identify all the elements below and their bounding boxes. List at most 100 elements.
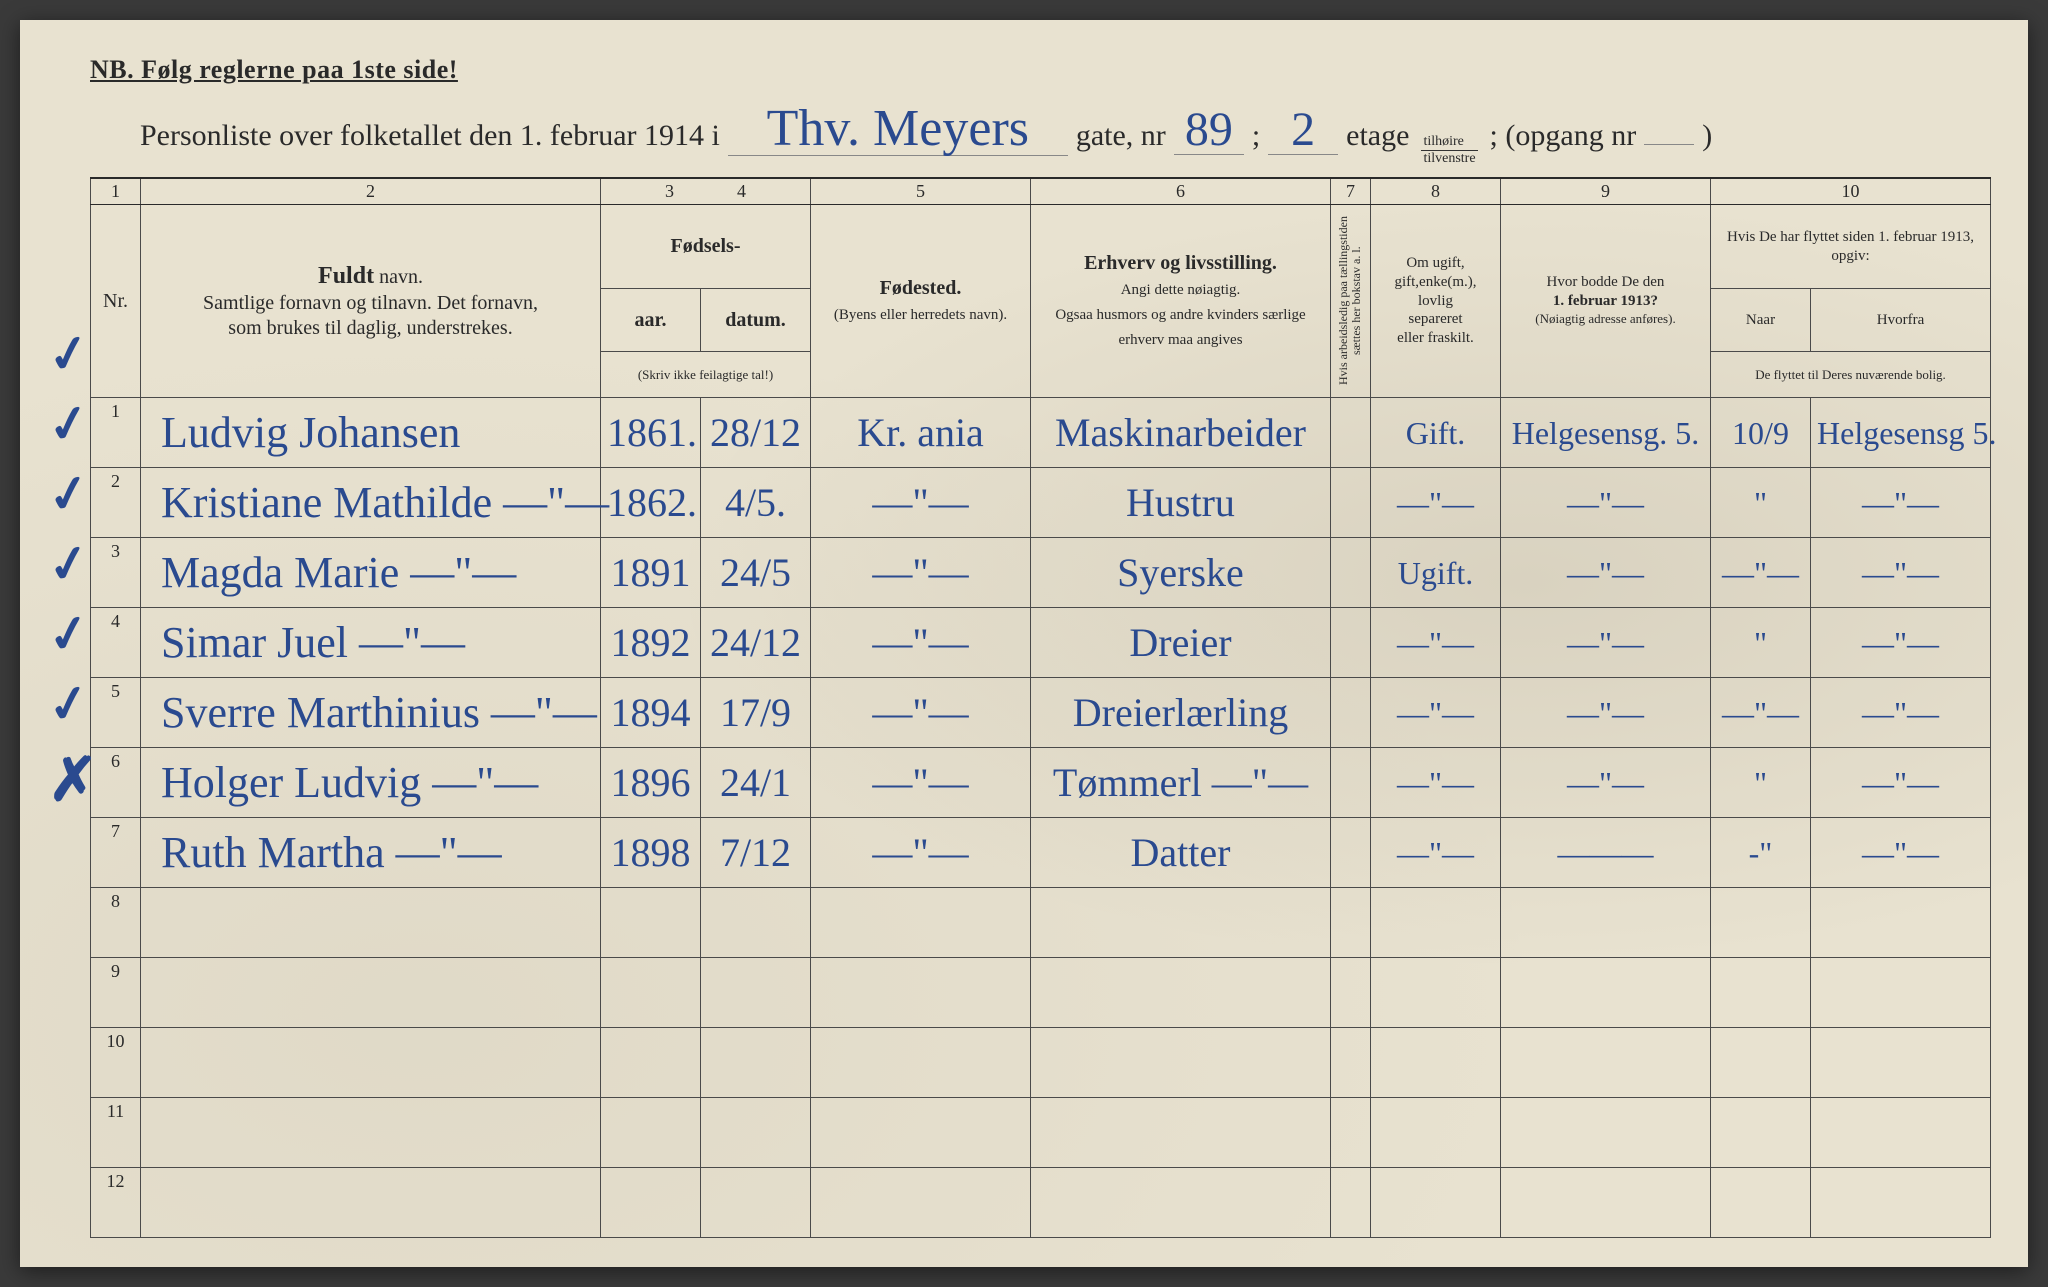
cell-date: 24/12	[701, 608, 811, 678]
cell-year: 1862.	[601, 468, 701, 538]
cell-address-1913	[1501, 1028, 1711, 1098]
cell-marital: Ugift.	[1371, 538, 1501, 608]
cell-address-1913: —"—	[1501, 678, 1711, 748]
cell-date: 28/12	[701, 398, 811, 468]
cell-birthplace	[811, 1098, 1031, 1168]
table-row: 4Simar Juel —"—189224/12—"—Dreier—"——"—"…	[91, 608, 1991, 678]
row-number: 8	[91, 888, 141, 958]
cell-birthplace	[811, 888, 1031, 958]
table-row: 6Holger Ludvig —"—189624/1—"—Tømmerl —"—…	[91, 748, 1991, 818]
row-checkmark: ✓	[43, 462, 94, 526]
cell-address-1913	[1501, 1168, 1711, 1238]
cell-occupation: Hustru	[1031, 468, 1331, 538]
cell-name: Sverre Marthinius —"—	[141, 678, 601, 748]
hdr-fodsels: Fødsels-	[601, 205, 811, 289]
cell-address-1913: —"—	[1501, 538, 1711, 608]
colnum-9: 9	[1501, 178, 1711, 205]
cell-name: Kristiane Mathilde —"—	[141, 468, 601, 538]
cell-date: 24/1	[701, 748, 811, 818]
cell-moved-when: —"—	[1711, 678, 1811, 748]
cell-birthplace: —"—	[811, 608, 1031, 678]
cell-year	[601, 958, 701, 1028]
row-checkmark: ✓	[43, 392, 94, 456]
cell-name	[141, 1168, 601, 1238]
cell-birthplace	[811, 958, 1031, 1028]
etage-top: tilhøire	[1421, 134, 1477, 151]
row-number: 10	[91, 1028, 141, 1098]
cell-moved-from	[1811, 1098, 1991, 1168]
cell-moved-from: —"—	[1811, 468, 1991, 538]
hdr-aar: aar.	[601, 289, 701, 352]
hdr-col7: Hvis arbeidsledig paa tællingstiden sætt…	[1331, 205, 1371, 398]
hdr-name: Fuldt navn. Samtlige fornavn og tilnavn.…	[141, 205, 601, 398]
hdr-fodested: Fødested. (Byens eller herredets navn).	[811, 205, 1031, 398]
etage-fraction: tilhøire tilvenstre	[1421, 134, 1477, 167]
colnum-34: 3 4	[601, 178, 811, 205]
opgang-blank	[1644, 121, 1694, 145]
row-number: 5	[91, 678, 141, 748]
cell-moved-from	[1811, 1028, 1991, 1098]
cell-year	[601, 1028, 701, 1098]
cell-moved-from	[1811, 958, 1991, 1028]
colnum-7: 7	[1331, 178, 1371, 205]
cell-name	[141, 888, 601, 958]
opgang-close: )	[1702, 119, 1712, 153]
row-checkmark: ✓	[43, 672, 94, 736]
cell-moved-when: —"—	[1711, 538, 1811, 608]
cell-name: Simar Juel —"—	[141, 608, 601, 678]
cell-c7	[1331, 958, 1371, 1028]
cell-date	[701, 888, 811, 958]
cell-c7	[1331, 678, 1371, 748]
cell-moved-from: Helgesensg 5.	[1811, 398, 1991, 468]
row-number: 12	[91, 1168, 141, 1238]
census-form-page: NB. Følg reglerne paa 1ste side! Personl…	[20, 20, 2028, 1267]
cell-occupation: Tømmerl —"—	[1031, 748, 1331, 818]
cell-date: 24/5	[701, 538, 811, 608]
cell-address-1913	[1501, 888, 1711, 958]
cell-birthplace: —"—	[811, 748, 1031, 818]
cell-name: Ludvig Johansen	[141, 398, 601, 468]
cell-name: Holger Ludvig —"—	[141, 748, 601, 818]
cell-marital: —"—	[1371, 748, 1501, 818]
column-number-row: 1 2 3 4 5 6 7 8 9 10	[91, 178, 1991, 205]
house-number-handwritten: 89	[1174, 106, 1244, 155]
cell-occupation	[1031, 888, 1331, 958]
cell-marital	[1371, 1098, 1501, 1168]
cell-occupation: Datter	[1031, 818, 1331, 888]
etage-number-handwritten: 2	[1268, 106, 1338, 155]
colnum-1: 1	[91, 178, 141, 205]
hdr-fodsels-note: (Skriv ikke feilagtige tal!)	[601, 352, 811, 398]
gate-label: gate, nr	[1076, 119, 1166, 153]
cell-year: 1892	[601, 608, 701, 678]
cell-date	[701, 1098, 811, 1168]
nb-instruction: NB. Følg reglerne paa 1ste side!	[90, 55, 1968, 85]
cell-name	[141, 1028, 601, 1098]
cell-moved-from: —"—	[1811, 678, 1991, 748]
census-table: 1 2 3 4 5 6 7 8 9 10 Nr. Fuldt navn. Sam…	[90, 177, 1991, 1238]
hdr-datum: datum.	[701, 289, 811, 352]
cell-moved-when: "	[1711, 608, 1811, 678]
cell-date	[701, 1168, 811, 1238]
cell-year: 1898	[601, 818, 701, 888]
row-number: 4	[91, 608, 141, 678]
colnum-8: 8	[1371, 178, 1501, 205]
table-row: 9	[91, 958, 1991, 1028]
cell-marital: —"—	[1371, 468, 1501, 538]
cell-year	[601, 1168, 701, 1238]
cell-name: Ruth Martha —"—	[141, 818, 601, 888]
cell-marital: Gift.	[1371, 398, 1501, 468]
cell-address-1913: Helgesensg. 5.	[1501, 398, 1711, 468]
cell-c7	[1331, 398, 1371, 468]
cell-marital	[1371, 958, 1501, 1028]
table-row: 12	[91, 1168, 1991, 1238]
table-row: 1Ludvig Johansen1861.28/12Kr. aniaMaskin…	[91, 398, 1991, 468]
table-row: 2Kristiane Mathilde —"—1862.4/5.—"—Hustr…	[91, 468, 1991, 538]
opgang-label: ; (opgang nr	[1490, 119, 1637, 153]
cell-moved-when	[1711, 1028, 1811, 1098]
cell-address-1913: —"—	[1501, 468, 1711, 538]
cell-date: 4/5.	[701, 468, 811, 538]
cell-occupation: Dreierlærling	[1031, 678, 1331, 748]
form-title-line: Personliste over folketallet den 1. febr…	[90, 103, 1968, 167]
cell-date	[701, 958, 811, 1028]
hdr-col10-title: Hvis De har flyttet siden 1. februar 191…	[1711, 205, 1991, 289]
